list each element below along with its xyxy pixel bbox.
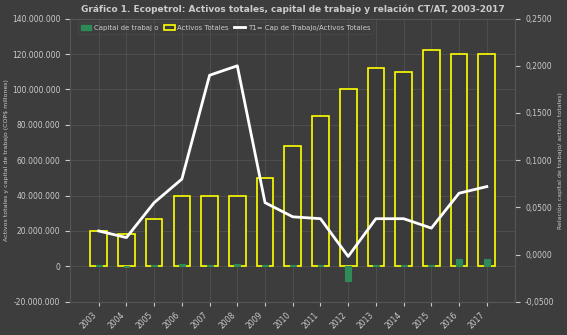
- Bar: [318, 265, 323, 266]
- Bar: [174, 196, 190, 266]
- Bar: [456, 259, 462, 266]
- Bar: [118, 234, 135, 266]
- Bar: [345, 266, 351, 280]
- Bar: [429, 265, 434, 266]
- Bar: [90, 231, 107, 266]
- Bar: [179, 264, 185, 266]
- Bar: [367, 68, 384, 266]
- Bar: [201, 196, 218, 266]
- Title: Gráfico 1. Ecopetrol: Activos totales, capital de trabajo y relación CT/AT, 2003: Gráfico 1. Ecopetrol: Activos totales, c…: [81, 4, 505, 14]
- T1= Cap de Trabajo/Activos Totales: [428, 226, 435, 230]
- T1= Cap de Trabajo/Activos Totales: [484, 185, 490, 189]
- Legend: Capital de trabaj o, Activos Totales, T1= Cap de Trabajo/Activos Totales: Capital de trabaj o, Activos Totales, T1…: [78, 22, 373, 34]
- Bar: [146, 218, 163, 266]
- Bar: [395, 72, 412, 266]
- Y-axis label: Activos totales y capital de trabajo (COP$ millones): Activos totales y capital de trabajo (CO…: [4, 79, 9, 241]
- T1= Cap de Trabajo/Activos Totales: [317, 217, 324, 221]
- T1= Cap de Trabajo/Activos Totales: [95, 229, 102, 233]
- Bar: [479, 54, 495, 266]
- Bar: [257, 178, 273, 266]
- T1= Cap de Trabajo/Activos Totales: [400, 217, 407, 221]
- T1= Cap de Trabajo/Activos Totales: [206, 73, 213, 77]
- Bar: [234, 264, 240, 266]
- Bar: [229, 196, 246, 266]
- Bar: [124, 266, 129, 267]
- Bar: [401, 265, 407, 266]
- Bar: [207, 265, 213, 266]
- T1= Cap de Trabajo/Activos Totales: [151, 201, 158, 205]
- T1= Cap de Trabajo/Activos Totales: [234, 64, 241, 68]
- T1= Cap de Trabajo/Activos Totales: [289, 215, 296, 219]
- Bar: [262, 265, 268, 266]
- T1= Cap de Trabajo/Activos Totales: [456, 191, 463, 195]
- Bar: [285, 146, 301, 266]
- Bar: [373, 265, 379, 266]
- Bar: [290, 265, 295, 266]
- Bar: [451, 54, 467, 266]
- T1= Cap de Trabajo/Activos Totales: [123, 236, 130, 240]
- T1= Cap de Trabajo/Activos Totales: [179, 177, 185, 181]
- Y-axis label: Relación capital de trabajo/ activos totales): Relación capital de trabajo/ activos tot…: [557, 92, 563, 228]
- T1= Cap de Trabajo/Activos Totales: [345, 254, 352, 258]
- T1= Cap de Trabajo/Activos Totales: [261, 201, 268, 205]
- T1= Cap de Trabajo/Activos Totales: [373, 217, 379, 221]
- Line: T1= Cap de Trabajo/Activos Totales: T1= Cap de Trabajo/Activos Totales: [99, 66, 487, 256]
- Bar: [484, 259, 490, 266]
- Bar: [96, 265, 101, 266]
- Bar: [312, 116, 329, 266]
- Bar: [423, 51, 439, 266]
- Bar: [340, 89, 357, 266]
- Bar: [151, 265, 157, 266]
